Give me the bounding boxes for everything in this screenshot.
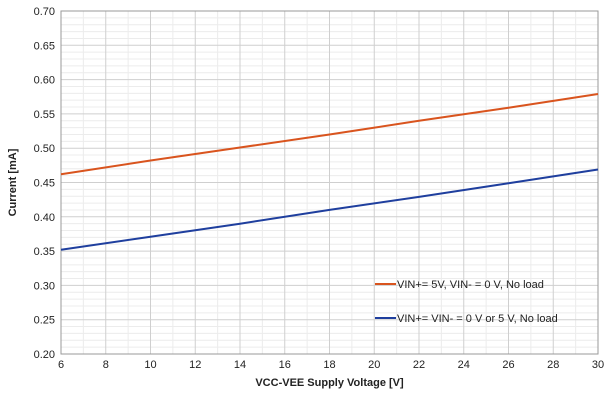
y-tick-label: 0.35 (34, 246, 55, 258)
series-layer (60, 93, 599, 251)
y-tick-label: 0.70 (34, 6, 55, 18)
y-axis-title: Current [mA] (7, 148, 19, 216)
legend-label-1: VIN+= 5V, VIN- = 0 V, No load (397, 279, 544, 291)
y-tick-label: 0.50 (34, 143, 55, 155)
series-line-1 (60, 93, 599, 176)
x-tick-label: 26 (502, 359, 514, 371)
x-tick-label: 22 (413, 359, 425, 371)
x-tick-label: 28 (547, 359, 559, 371)
y-tick-label: 0.25 (34, 315, 55, 327)
plot-frame (60, 10, 599, 355)
x-tick-label: 24 (458, 359, 470, 371)
y-tick-label: 0.65 (34, 40, 55, 52)
x-tick-label: 18 (323, 359, 335, 371)
x-tick-label: 6 (58, 359, 64, 371)
x-axis-title: VCC-VEE Supply Voltage [V] (255, 377, 404, 389)
legend: VIN+= 5V, VIN- = 0 V, No load VIN+= VIN- … (375, 279, 558, 325)
legend-label-2: VIN+= VIN- = 0 V or 5 V, No load (397, 313, 558, 325)
y-tick-labels: 0.20 0.25 0.30 0.35 0.40 0.45 0.50 0.55 0.60 0.65… (34, 6, 55, 361)
x-tick-label: 20 (368, 359, 380, 371)
y-tick-label: 0.55 (34, 109, 55, 121)
y-tick-label: 0.45 (34, 178, 55, 190)
x-tick-label: 12 (189, 359, 201, 371)
x-tick-label: 30 (592, 359, 604, 371)
x-tick-label: 14 (234, 359, 246, 371)
y-tick-label: 0.20 (34, 349, 55, 361)
y-tick-label: 0.30 (34, 280, 55, 292)
y-tick-label: 0.40 (34, 212, 55, 224)
y-tick-label: 0.60 (34, 75, 55, 87)
series-line-2 (60, 168, 599, 251)
x-tick-label: 8 (103, 359, 109, 371)
x-tick-label: 10 (144, 359, 156, 371)
x-tick-labels: 6 8 10 12 14 16 18 20 22 24 26 28 30 (58, 359, 604, 371)
x-tick-label: 16 (279, 359, 291, 371)
